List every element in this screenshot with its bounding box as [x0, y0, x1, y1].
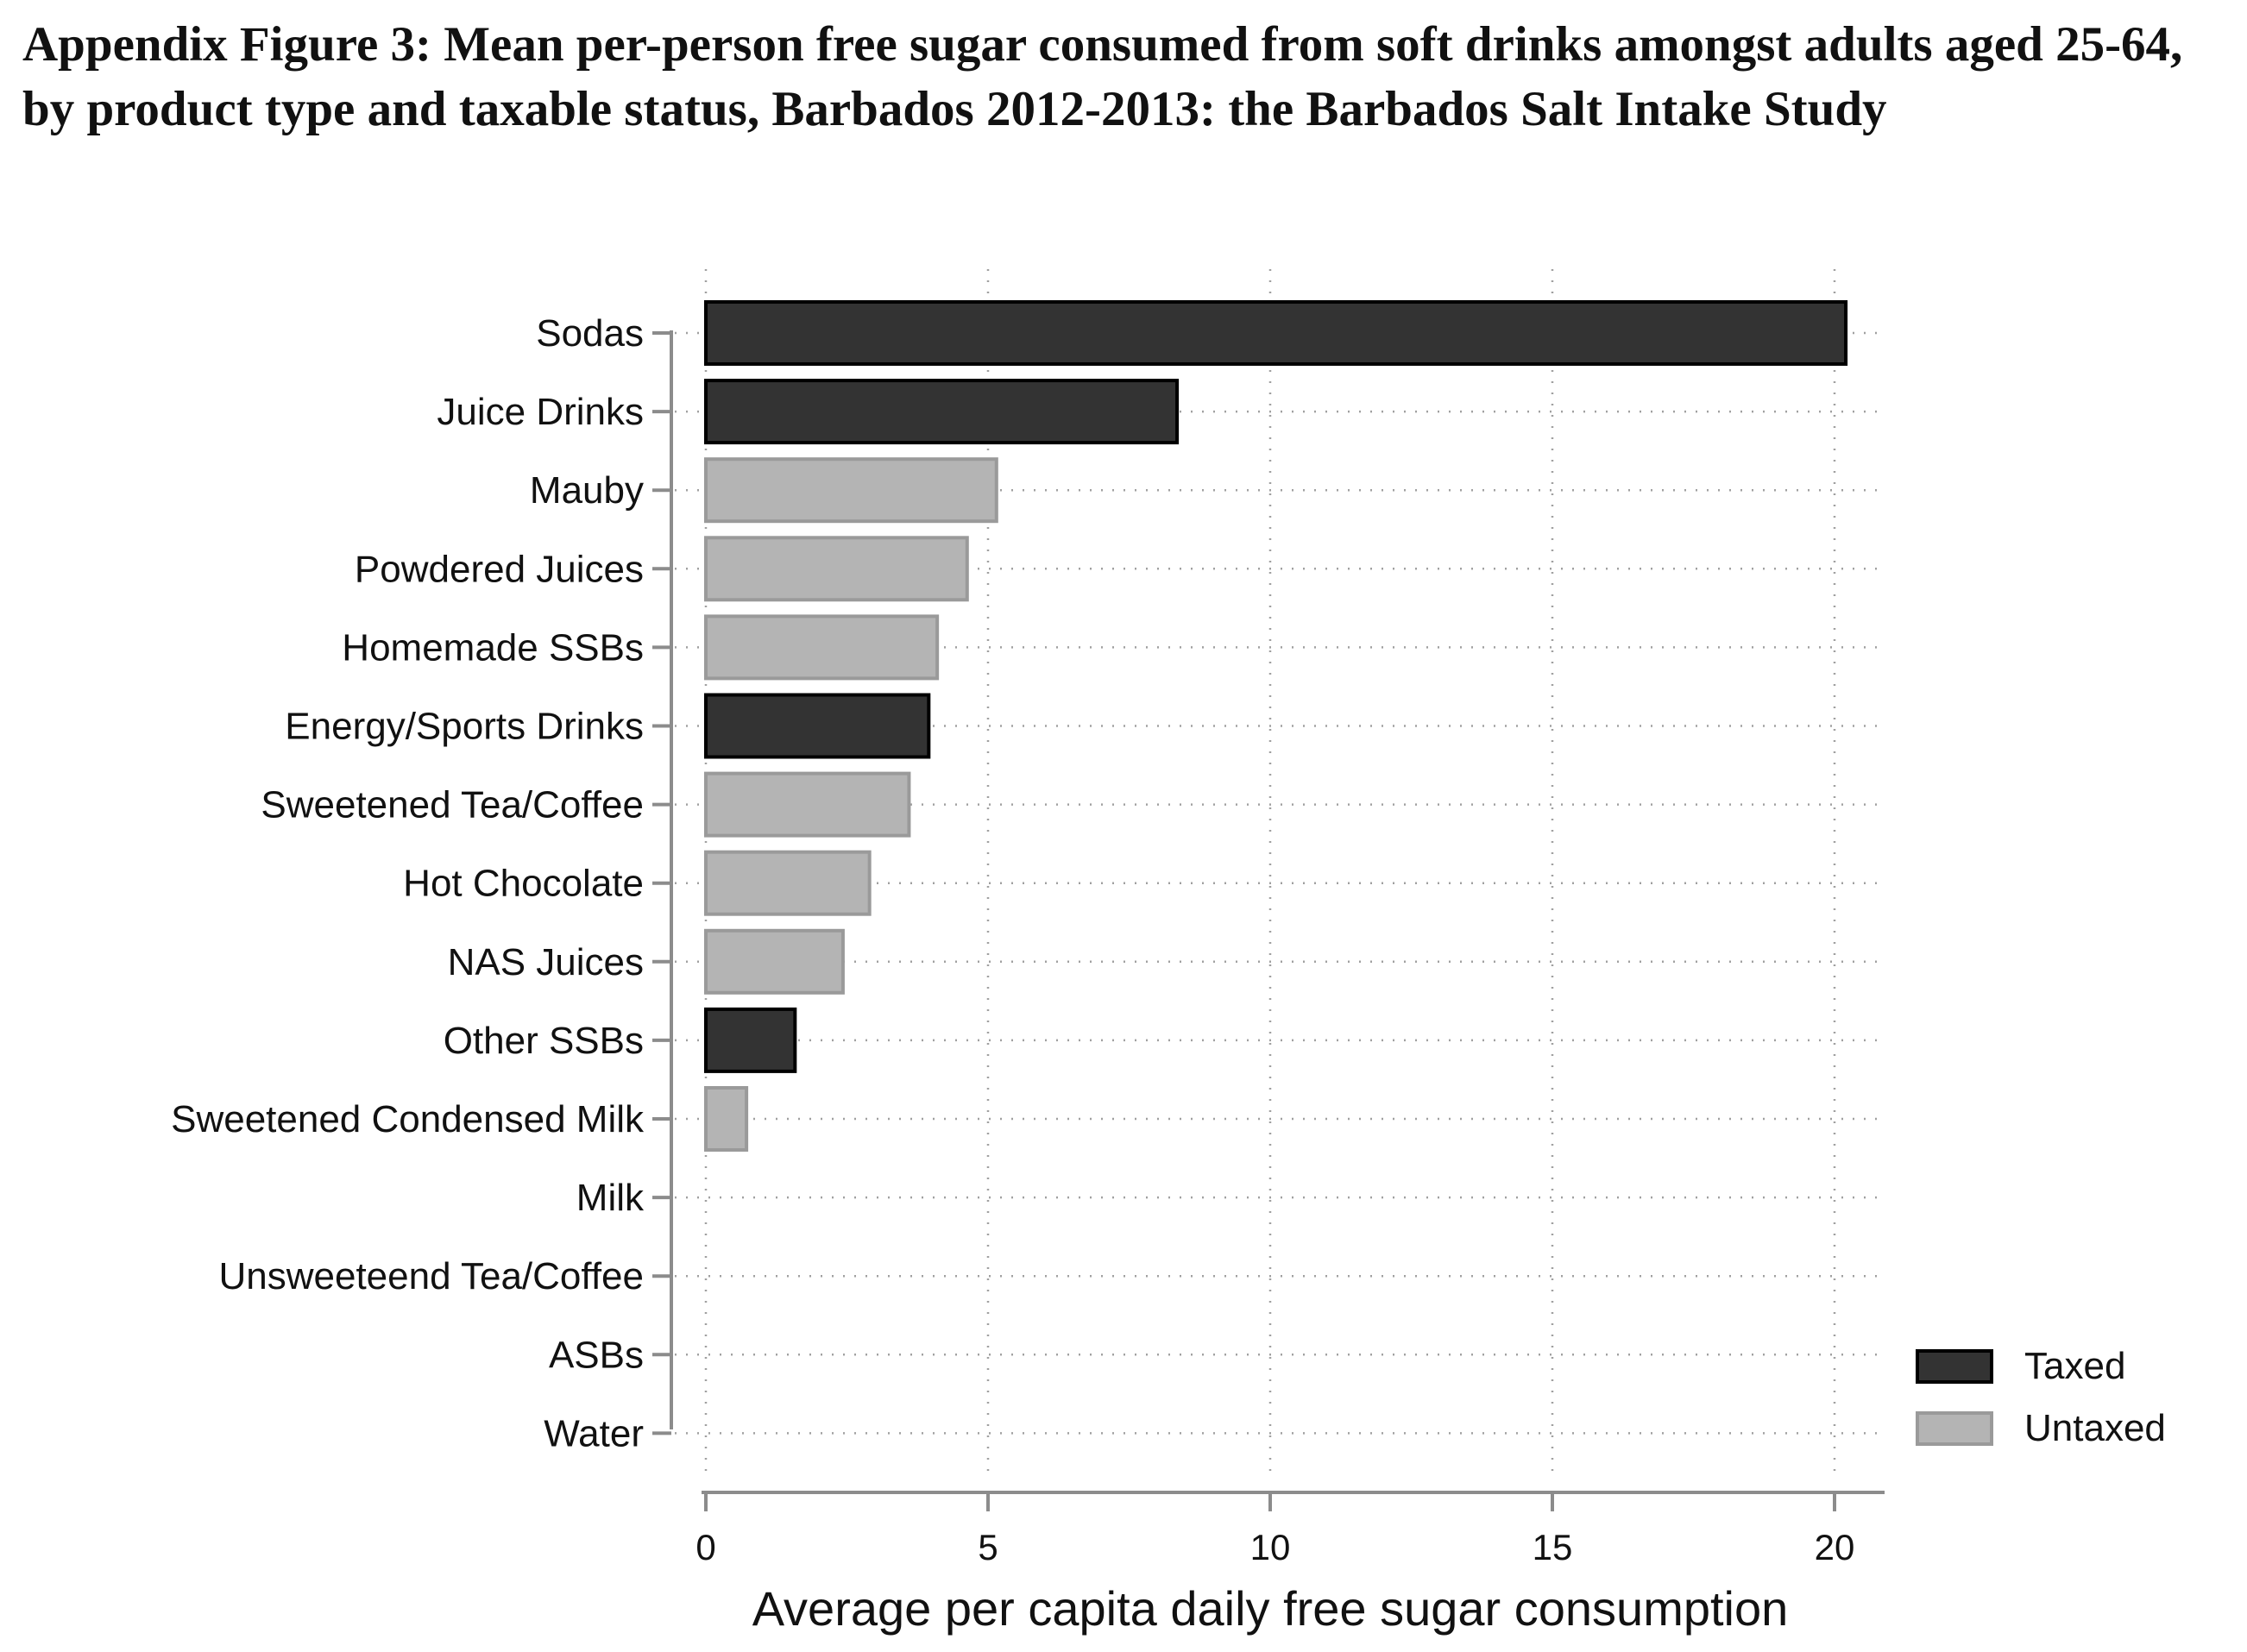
bars	[704, 300, 1848, 1152]
bar	[704, 771, 911, 838]
x-tick-label: 0	[696, 1527, 715, 1567]
legend-swatch	[1916, 1349, 1993, 1384]
category-label: Mauby	[530, 469, 644, 512]
bar	[704, 928, 845, 995]
bar	[704, 850, 872, 916]
x-tick-label: 20	[1815, 1527, 1855, 1567]
x-tick-label: 5	[978, 1527, 998, 1567]
category-label: ASBs	[549, 1334, 644, 1376]
x-tick-label: 15	[1533, 1527, 1573, 1567]
category-labels: Sodas Juice Drinks Mauby Powdered Juices Hom…	[171, 312, 671, 1454]
category-label: Unsweeteend Tea/Coffee	[218, 1255, 644, 1297]
x-tick-labels: 0 5 10 15 20	[696, 1492, 1854, 1567]
category-label: Milk	[576, 1177, 645, 1219]
bar	[704, 693, 931, 759]
bar	[704, 1007, 797, 1073]
category-label: Homemade SSBs	[342, 626, 644, 669]
bar	[704, 1086, 749, 1152]
category-label: NAS Juices	[448, 941, 644, 983]
bar	[704, 457, 998, 524]
category-label: Hot Chocolate	[403, 863, 644, 905]
category-label: Other SSBs	[444, 1020, 644, 1062]
bar	[704, 300, 1848, 366]
bar	[704, 614, 940, 681]
x-axis-title: Average per capita daily free sugar cons…	[752, 1581, 1789, 1636]
category-label: Sodas	[536, 312, 644, 355]
legend: Taxed Untaxed	[1916, 1345, 2166, 1449]
bar	[704, 379, 1180, 445]
category-label: Sweetened Tea/Coffee	[261, 784, 644, 826]
category-label: Sweetened Condensed Milk	[171, 1098, 645, 1140]
category-label: Water	[544, 1412, 644, 1454]
x-tick-label: 10	[1250, 1527, 1291, 1567]
legend-label: Untaxed	[2024, 1407, 2166, 1449]
figure-title: Appendix Figure 3: Mean per-person free …	[22, 17, 2183, 136]
axes	[670, 330, 1885, 1494]
category-label: Powdered Juices	[355, 548, 644, 590]
legend-label: Taxed	[2024, 1345, 2125, 1387]
category-label: Energy/Sports Drinks	[285, 706, 644, 748]
bar	[704, 536, 969, 602]
category-label: Juice Drinks	[437, 391, 644, 433]
legend-swatch	[1916, 1411, 1993, 1446]
